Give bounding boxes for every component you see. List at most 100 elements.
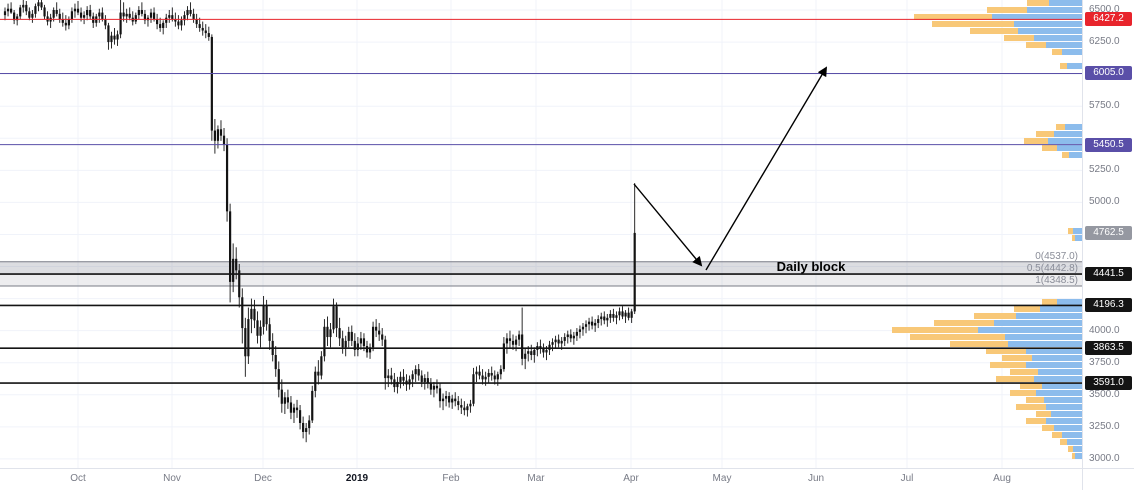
volume-profile-bar-down xyxy=(1026,418,1046,424)
candle-body xyxy=(384,339,387,379)
price-line-label: 4196.3 xyxy=(1085,298,1132,313)
volume-profile-bar-down xyxy=(932,21,1014,27)
candle-body xyxy=(302,422,305,432)
volume-profile-bar-up xyxy=(1042,383,1082,389)
candle-body xyxy=(441,398,445,402)
volume-profile-bar-down xyxy=(1020,383,1042,389)
candle-body xyxy=(584,324,588,327)
candle-body xyxy=(229,211,232,282)
candle-body xyxy=(86,10,89,16)
volume-profile-bar-up xyxy=(1027,7,1082,13)
candle-body xyxy=(40,2,43,8)
trend-arrow[interactable] xyxy=(633,183,703,267)
chart-pane[interactable]: 0(4537.0) 0.5(4442.8) 1(4348.5) Daily block xyxy=(0,0,1082,468)
price-axis[interactable]: 6500.0 6250.0 5750.0 5250.0 5000.0 4000.0 3750… xyxy=(1082,0,1134,468)
candle-body xyxy=(378,330,381,335)
candle-body xyxy=(542,348,545,353)
price-tick-label: 3250.0 xyxy=(1089,420,1120,432)
fib-band-upper[interactable] xyxy=(0,261,1082,274)
candle-body xyxy=(280,389,283,404)
volume-profile-bar-up xyxy=(1040,306,1082,312)
candle-body xyxy=(317,371,320,376)
volume-profile-bar-up xyxy=(1014,21,1082,27)
candle-body xyxy=(591,321,594,326)
time-tick-label: Jul xyxy=(900,473,914,484)
candle-body xyxy=(527,351,530,354)
candle-body xyxy=(73,8,77,12)
candle-body xyxy=(232,258,235,282)
candle-body xyxy=(101,12,104,19)
candle-body xyxy=(186,10,189,16)
candle-body xyxy=(505,338,509,344)
candle-body xyxy=(128,13,131,18)
candle-body xyxy=(332,306,335,330)
candle-body xyxy=(134,15,137,22)
candle-body xyxy=(569,334,572,339)
candle-body xyxy=(204,30,207,34)
volume-profile-bar-down xyxy=(1068,228,1073,234)
volume-profile-bar-up xyxy=(1075,235,1082,241)
candle-body xyxy=(472,374,475,404)
volume-profile-bar-up xyxy=(1046,404,1082,410)
candle-body xyxy=(198,24,201,28)
candle-body xyxy=(460,405,463,408)
volume-profile-bar-up xyxy=(1065,124,1082,130)
volume-profile-bar-up xyxy=(1046,418,1082,424)
volume-profile-bar-down xyxy=(1004,35,1034,41)
candle-body xyxy=(168,15,171,18)
last-price-label: 4762.5 xyxy=(1085,225,1132,240)
candle-body xyxy=(411,374,414,380)
candle-body xyxy=(344,340,347,348)
volume-profile-bar-down xyxy=(970,28,1018,34)
volume-profile-bar-up xyxy=(1044,397,1082,403)
price-tick-label: 3750.0 xyxy=(1089,356,1120,368)
candle-body xyxy=(235,258,238,271)
volume-profile-bar-down xyxy=(1062,152,1069,158)
candle-body xyxy=(347,331,350,341)
volume-profile-bar-down xyxy=(1072,235,1075,241)
candle-body xyxy=(58,13,61,19)
volume-profile-bar-up xyxy=(1057,299,1082,305)
candle-body xyxy=(43,7,46,17)
candle-body xyxy=(387,375,390,379)
candle-body xyxy=(396,381,399,388)
time-tick-label: Dec xyxy=(254,473,272,484)
candle-body xyxy=(399,376,402,382)
volume-profile-bar-up xyxy=(1018,28,1082,34)
volume-profile-bar-down xyxy=(1036,131,1054,137)
time-tick-label: Oct xyxy=(70,473,86,484)
candle-body xyxy=(256,320,259,336)
candle-body xyxy=(286,397,290,403)
fib-band-lower[interactable] xyxy=(0,273,1082,286)
volume-profile-bar-up xyxy=(1067,63,1082,69)
time-axis[interactable]: Oct Nov Dec 2019 Feb Mar Apr May Jun Jul Aug xyxy=(0,468,1082,490)
candle-body xyxy=(402,376,405,381)
candle-body xyxy=(548,344,551,350)
daily-block-label[interactable]: Daily block xyxy=(777,259,846,274)
fib-level-label: 0(4537.0) xyxy=(1035,251,1078,262)
candle-body xyxy=(508,338,512,341)
candle-body xyxy=(180,20,183,26)
volume-profile-bar-up xyxy=(1067,439,1082,445)
candle-body xyxy=(612,313,615,318)
candle-body xyxy=(423,378,426,382)
volume-profile-bar-down xyxy=(1010,390,1036,396)
volume-profile-bar-down xyxy=(1002,355,1032,361)
candle-body xyxy=(551,342,554,345)
candle-body xyxy=(137,10,140,16)
candle-body xyxy=(149,12,153,18)
candle-body xyxy=(524,353,527,359)
price-tick-label: 6500.0 xyxy=(1089,4,1120,15)
volume-profile-bar-up xyxy=(1073,228,1082,234)
candle-body xyxy=(444,396,448,399)
candle-body xyxy=(241,297,244,329)
axis-corner xyxy=(1082,468,1134,490)
candle-body xyxy=(192,13,195,19)
candle-body xyxy=(125,13,128,17)
candlestick-chart[interactable]: 0(4537.0)0.5(4442.8)1(4348.5) Daily block xyxy=(0,0,1082,468)
trend-arrow[interactable] xyxy=(705,66,828,271)
candle-body xyxy=(609,313,612,318)
candle-body xyxy=(262,304,265,327)
volume-profile-bar-up xyxy=(1026,362,1082,368)
